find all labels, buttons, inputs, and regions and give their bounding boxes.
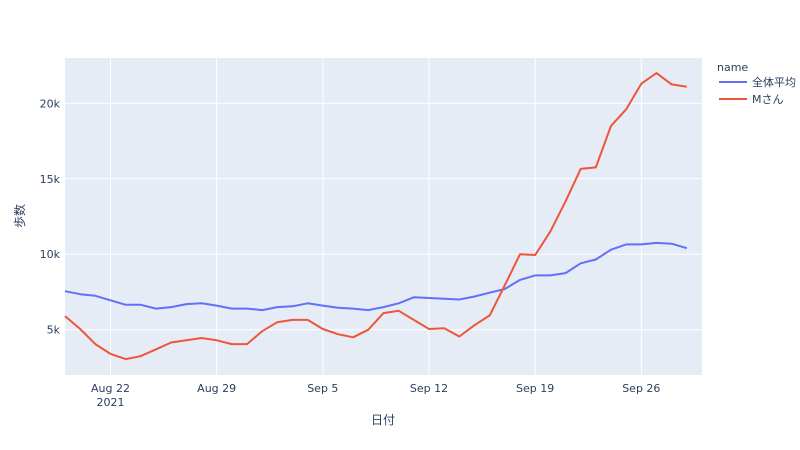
x-tick-label: Aug 22 bbox=[91, 382, 130, 395]
legend-label: 全体平均 bbox=[752, 75, 796, 89]
legend[interactable]: name 全体平均 Mさん bbox=[717, 61, 796, 106]
y-tick-label: 5k bbox=[47, 324, 61, 337]
legend-item[interactable]: Mさん bbox=[719, 93, 784, 106]
x-tick-label: Sep 5 bbox=[307, 382, 338, 395]
y-tick-label: 10k bbox=[40, 248, 61, 261]
x-tick-label: Sep 26 bbox=[622, 382, 660, 395]
series-line-0 bbox=[64, 241, 688, 312]
series-line-1 bbox=[64, 72, 687, 361]
y-axis-title: 歩数 bbox=[12, 204, 27, 228]
x-axis-title: 日付 bbox=[371, 413, 395, 427]
series-lines bbox=[64, 72, 688, 361]
x-tick-label: Sep 19 bbox=[516, 382, 554, 395]
y-gridlines bbox=[65, 102, 702, 331]
legend-item[interactable]: 全体平均 bbox=[719, 75, 796, 89]
y-tick-label: 20k bbox=[40, 97, 61, 110]
y-tick-label: 15k bbox=[40, 173, 61, 186]
legend-label: Mさん bbox=[752, 93, 784, 106]
plot-background bbox=[65, 58, 702, 375]
x-tick-label: Aug 29 bbox=[197, 382, 236, 395]
x-gridlines bbox=[110, 58, 642, 375]
legend-title: name bbox=[717, 61, 748, 74]
x-tick-label: Sep 12 bbox=[410, 382, 448, 395]
x-tick-year-label: 2021 bbox=[97, 396, 125, 409]
y-tick-labels: 5k 10k 15k 20k bbox=[40, 97, 61, 336]
